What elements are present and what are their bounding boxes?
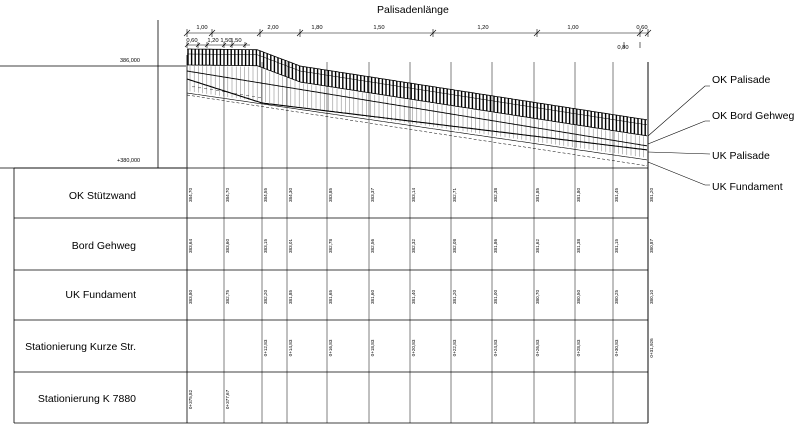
line-uk-fundament bbox=[186, 94, 648, 167]
table-cell-value: 380,25 bbox=[614, 290, 619, 304]
table-cell-value: 382,78 bbox=[328, 239, 333, 253]
palisade-posts bbox=[187, 49, 646, 136]
legend-uk-palisade: UK Palisade bbox=[712, 150, 770, 162]
table-cell-value: 0+26,83 bbox=[535, 339, 540, 356]
dimension-label: 1,00 bbox=[567, 25, 578, 31]
table-cell-value: 380,87 bbox=[649, 239, 654, 253]
table-cell-value: 382,56 bbox=[370, 239, 375, 253]
table-cell-value: 382,38 bbox=[493, 188, 498, 202]
table-cell-value: 383,14 bbox=[411, 188, 416, 202]
table-cell-value: 384,70 bbox=[225, 188, 230, 202]
line-ok-bord-gehweg bbox=[186, 78, 648, 151]
row-label-bord-gehweg: Bord Gehweg bbox=[72, 240, 136, 252]
table-cell-value: 384,70 bbox=[188, 188, 193, 202]
foundation-hatching bbox=[189, 66, 644, 158]
table-cell-value: 0+20,83 bbox=[411, 339, 416, 356]
legend: OK Palisade OK Bord Gehweg UK Palisade U… bbox=[712, 74, 794, 193]
drawing-title: Palisadenlänge bbox=[377, 4, 449, 16]
table-cell-value: 383,64 bbox=[188, 239, 193, 253]
table-cell-value: 381,20 bbox=[649, 188, 654, 202]
elevation-label-upper: 386,000 bbox=[120, 58, 140, 64]
elevation-label-lower: +380,000 bbox=[117, 158, 140, 164]
table-cell-value: 381,45 bbox=[614, 188, 619, 202]
dimension-label: 1,20 bbox=[207, 38, 218, 44]
table-cell-value: 381,38 bbox=[576, 239, 581, 253]
table-cell-value: 382,71 bbox=[452, 188, 457, 202]
table-values: 384,70 384,70 384,55 384,30 383,85 383,37 383,… bbox=[188, 188, 654, 410]
table-cell-value: 382,32 bbox=[411, 239, 416, 253]
dimension-chain bbox=[183, 29, 652, 48]
table-cell-value: 382,20 bbox=[263, 290, 268, 304]
dimension-label: 1,00 bbox=[196, 25, 207, 31]
table-cell-value: 380,70 bbox=[535, 290, 540, 304]
table-cell-value: 382,75 bbox=[225, 290, 230, 304]
table-cell-value: 383,15 bbox=[263, 239, 268, 253]
profile-lines bbox=[186, 70, 648, 167]
table-cell-value: 0+377,67 bbox=[225, 389, 230, 409]
table-cell-value: 381,85 bbox=[535, 188, 540, 202]
table-cell-value: 381,86 bbox=[493, 239, 498, 253]
row-label-uk-fundament: UK Fundament bbox=[65, 289, 136, 301]
dimension-label: 0,60 bbox=[186, 38, 197, 44]
table-cell-value: 381,20 bbox=[452, 290, 457, 304]
table-cell-value: 383,80 bbox=[188, 290, 193, 304]
row-label-station-kurze: Stationierung Kurze Str. bbox=[25, 341, 136, 353]
legend-ok-bord-gehweg: OK Bord Gehweg bbox=[712, 110, 794, 122]
table-cell-value: 384,30 bbox=[288, 188, 293, 202]
dimension-label: 1,20 bbox=[477, 25, 488, 31]
table-cell-value: 381,65 bbox=[328, 290, 333, 304]
table-cell-value: 0+12,83 bbox=[263, 339, 268, 356]
row-labels: OK Stützwand Bord Gehweg UK Fundament St… bbox=[25, 190, 136, 405]
table-cell-value: 383,37 bbox=[370, 188, 375, 202]
table-cell-value: 384,55 bbox=[263, 188, 268, 202]
line-ok-palisade bbox=[186, 70, 648, 147]
ground-ticks bbox=[192, 86, 261, 98]
table-cell-value: 0+30,83 bbox=[614, 339, 619, 356]
row-label-ok-stuetzwand: OK Stützwand bbox=[69, 190, 136, 202]
table-cell-value: 383,01 bbox=[288, 239, 293, 253]
table-cell-value: 0+31,926 bbox=[649, 338, 654, 358]
table-cell-value: 381,15 bbox=[614, 239, 619, 253]
table-cell-value: 0+18,83 bbox=[370, 339, 375, 356]
legend-uk-fundament: UK Fundament bbox=[712, 181, 783, 193]
table-cell-value: 381,62 bbox=[535, 239, 540, 253]
legend-ok-palisade: OK Palisade bbox=[712, 74, 771, 86]
dimension-label: 1,50 bbox=[220, 38, 231, 44]
table-cell-value: 380,10 bbox=[649, 290, 654, 304]
table-cell-value: 381,80 bbox=[576, 188, 581, 202]
dimension-label-right: 0,80 bbox=[617, 45, 628, 51]
table-cell-value: 381,85 bbox=[288, 290, 293, 304]
line-uk-palisade bbox=[186, 92, 648, 161]
dimension-label: 2,00 bbox=[267, 25, 278, 31]
table-cell-value: 381,60 bbox=[370, 290, 375, 304]
table-cell-value: 0+24,83 bbox=[493, 339, 498, 356]
table-cell-value: 381,00 bbox=[493, 290, 498, 304]
table-cell-value: 381,40 bbox=[411, 290, 416, 304]
dimension-label: 1,50 bbox=[230, 38, 241, 44]
table-cell-value: 0+28,83 bbox=[576, 339, 581, 356]
table-cell-value: 382,08 bbox=[452, 239, 457, 253]
table-cell-value: 0+16,83 bbox=[328, 339, 333, 356]
legend-leader-lines bbox=[647, 85, 711, 186]
row-label-station-k7880: Stationierung K 7880 bbox=[38, 393, 136, 405]
profile-section bbox=[186, 48, 648, 167]
table-cell-value: 380,50 bbox=[576, 290, 581, 304]
table-cell-value: 0+375,82 bbox=[188, 389, 193, 409]
table-cell-value: 0+22,83 bbox=[452, 339, 457, 356]
table-cell-value: 0+14,83 bbox=[288, 339, 293, 356]
dimension-labels: 1,00 2,00 1,80 1,50 1,20 1,00 0,600,60 1,20 1,50… bbox=[186, 25, 647, 51]
palisade-outline bbox=[187, 48, 648, 137]
dimension-label: 1,50 bbox=[373, 25, 384, 31]
table-cell-value: 383,85 bbox=[328, 188, 333, 202]
table-frame bbox=[0, 20, 649, 424]
table-cell-value: 383,60 bbox=[225, 239, 230, 253]
dimension-label: 1,80 bbox=[311, 25, 322, 31]
dimension-label: 0,60 bbox=[636, 25, 647, 31]
